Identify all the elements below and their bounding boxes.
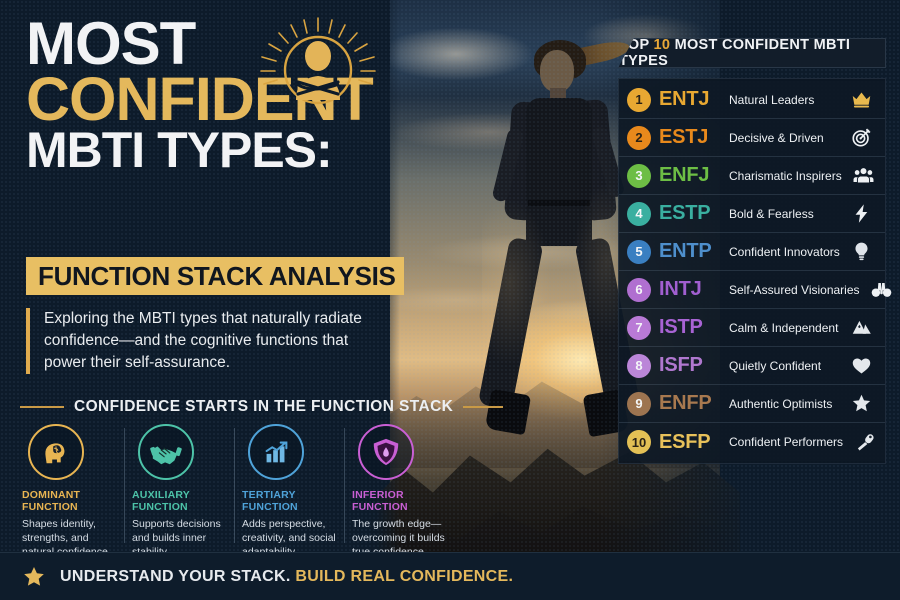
subtitle-badge-label: FUNCTION STACK ANALYSIS — [38, 260, 396, 291]
ranking-list: 1 ENTJ Natural Leaders 2 ESTJ Decisive & Driv… — [618, 78, 892, 464]
footer-text: UNDERSTAND YOUR STACK. BUILD REAL CONFID… — [60, 567, 514, 585]
mbti-type-label: INTJ — [659, 278, 702, 300]
stack-heading-label: CONFIDENCE STARTS IN THE FUNCTION STACK — [74, 398, 454, 415]
function-stack-cards: DOMINANT FUNCTION Shapes identity, stren… — [14, 424, 454, 559]
target-icon — [847, 127, 875, 148]
footer-bar: UNDERSTAND YOUR STACK. BUILD REAL CONFID… — [0, 552, 900, 600]
rank-badge: 2 — [627, 125, 651, 150]
ranking-banner-label: TOP 10 MOST CONFIDENT MBTI TYPES — [619, 37, 851, 69]
mbti-type-label: ESFP — [659, 430, 711, 453]
ranking-row[interactable]: 4 ESTP Bold & Fearless — [619, 195, 885, 233]
divider-right — [463, 406, 504, 408]
rank-badge: 9 — [627, 391, 651, 416]
rank-badge: 8 — [627, 353, 651, 378]
mbti-type-description: Decisive & Driven — [729, 130, 824, 145]
function-card-inferior: INFERIOR FUNCTION The growth edge—overco… — [344, 424, 454, 559]
ranking-row[interactable]: 9 ENFP Authentic Optimists — [619, 385, 885, 423]
shield-icon — [358, 424, 414, 480]
function-card-tertiary: TERTIARY FUNCTION Adds perspective, crea… — [234, 424, 344, 559]
mbti-type-label: ENTJ — [659, 88, 710, 110]
title-line-1: MOST — [26, 10, 196, 77]
ranking-row[interactable]: 3 ENFJ Charismatic Inspirers — [619, 157, 885, 195]
stack-section-heading: CONFIDENCE STARTS IN THE FUNCTION STACK — [20, 398, 504, 416]
ranking-banner: TOP 10 MOST CONFIDENT MBTI TYPES — [618, 38, 886, 68]
mbti-type-label: ISFP — [659, 354, 703, 376]
rank-badge: 6 — [627, 277, 651, 302]
mbti-type-description: Bold & Fearless — [729, 206, 814, 221]
rank-badge: 1 — [627, 87, 651, 112]
mbti-type-label: ESTJ — [659, 126, 709, 148]
rank-badge: 5 — [627, 239, 651, 264]
mbti-type-label: ENTP — [659, 240, 712, 262]
mbti-type-label: ENFJ — [659, 164, 710, 186]
ranking-row[interactable]: 2 ESTJ Decisive & Driven — [619, 119, 885, 157]
handshake-icon — [138, 424, 194, 480]
rank-badge: 4 — [627, 201, 651, 226]
divider-left — [20, 406, 64, 408]
crown-icon — [847, 89, 875, 110]
head-brain-icon — [28, 424, 84, 480]
growth-chart-icon — [248, 424, 304, 480]
ranking-row[interactable]: 10 ESFP Confident Performers — [619, 423, 885, 461]
mbti-type-description: Self-Assured Visionaries — [729, 282, 860, 297]
mbti-type-description: Confident Innovators — [729, 244, 840, 259]
binoculars-icon — [868, 279, 896, 300]
ranking-row[interactable]: 5 ENTP Confident Innovators — [619, 233, 885, 271]
description-block: Exploring the MBTI types that naturally … — [26, 308, 386, 374]
mbti-type-description: Authentic Optimists — [729, 396, 833, 411]
function-label: DOMINANT FUNCTION — [22, 489, 81, 513]
mbti-type-label: ENFP — [659, 392, 712, 414]
mountains-icon — [847, 317, 875, 338]
people-icon — [850, 165, 878, 186]
function-label: AUXILIARY FUNCTION — [132, 489, 190, 513]
star-icon — [847, 393, 875, 414]
mbti-type-description: Natural Leaders — [729, 92, 815, 107]
ranking-row[interactable]: 6 INTJ Self-Assured Visionaries — [619, 271, 892, 309]
mbti-type-description: Confident Performers — [729, 435, 844, 449]
function-label: INFERIOR FUNCTION — [352, 489, 408, 513]
ranking-row[interactable]: 1 ENTJ Natural Leaders — [619, 81, 885, 119]
ranking-panel: TOP 10 MOST CONFIDENT MBTI TYPES 1 ENTJ Na… — [618, 38, 892, 464]
mbti-type-label: ISTP — [659, 316, 703, 338]
function-card-dominant: DOMINANT FUNCTION Shapes identity, stren… — [14, 424, 124, 559]
title-line-3: MBTI TYPES: — [26, 122, 333, 179]
mbti-type-description: Calm & Independent — [729, 320, 839, 335]
bolt-icon — [847, 203, 875, 224]
ranking-row[interactable]: 8 ISFP Quietly Confident — [619, 347, 885, 385]
mbti-type-label: ESTP — [659, 202, 711, 224]
rank-badge: 3 — [627, 163, 651, 188]
star-icon — [22, 565, 46, 589]
function-card-auxiliary: AUXILIARY FUNCTION Supports decisions an… — [124, 424, 234, 559]
heart-icon — [847, 355, 875, 376]
rank-badge: 7 — [627, 315, 651, 340]
subtitle-badge: FUNCTION STACK ANALYSIS — [26, 257, 404, 295]
description-text: Exploring the MBTI types that naturally … — [44, 310, 362, 371]
lightbulb-icon — [848, 241, 876, 262]
function-label: TERTIARY FUNCTION — [242, 489, 298, 513]
microphone-icon — [851, 432, 879, 453]
confident-person-rays-icon — [252, 14, 384, 118]
mbti-type-description: Quietly Confident — [729, 358, 822, 373]
ranking-row[interactable]: 7 ISTP Calm & Independent — [619, 309, 885, 347]
rank-badge: 10 — [627, 430, 651, 454]
mbti-type-description: Charismatic Inspirers — [729, 168, 842, 183]
function-text: Adds perspective, creativity, and social… — [242, 518, 336, 558]
